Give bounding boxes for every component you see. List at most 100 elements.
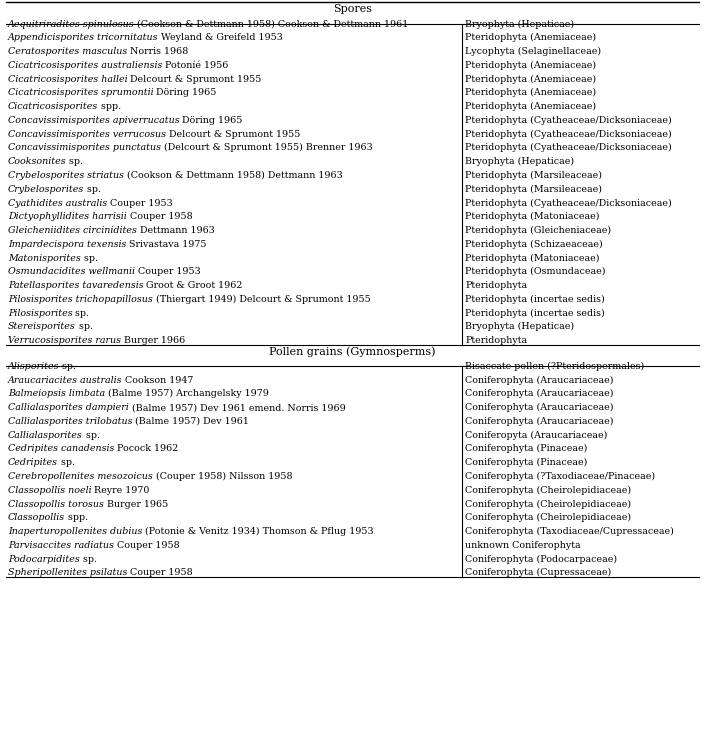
Text: spp.: spp. xyxy=(65,513,88,522)
Text: Cooksonites: Cooksonites xyxy=(8,157,66,166)
Text: sp.: sp. xyxy=(58,458,75,467)
Text: Pteridophyta (incertae sedis): Pteridophyta (incertae sedis) xyxy=(465,295,605,304)
Text: Pteridophyta (Marsileaceae): Pteridophyta (Marsileaceae) xyxy=(465,171,602,180)
Text: Pteridophyta (Gleicheniaceae): Pteridophyta (Gleicheniaceae) xyxy=(465,226,611,235)
Text: Dictyophyllidites harrisii: Dictyophyllidites harrisii xyxy=(8,212,126,221)
Text: Cicatricosisporites australiensis: Cicatricosisporites australiensis xyxy=(8,61,162,70)
Text: Ceratosporites masculus: Ceratosporites masculus xyxy=(8,47,127,56)
Text: Pteridophyta (Cyatheaceae/Dicksoniaceae): Pteridophyta (Cyatheaceae/Dicksoniaceae) xyxy=(465,144,672,153)
Text: Pteridophyta (Cyatheaceae/Dicksoniaceae): Pteridophyta (Cyatheaceae/Dicksoniaceae) xyxy=(465,116,672,125)
Text: Podocarpidites: Podocarpidites xyxy=(8,554,80,564)
Text: Pteridophyta (Anemiaceae): Pteridophyta (Anemiaceae) xyxy=(465,33,596,42)
Text: Concavissimisporites apiverrucatus: Concavissimisporites apiverrucatus xyxy=(8,116,179,125)
Text: Callialasporites trilobatus: Callialasporites trilobatus xyxy=(8,417,133,426)
Text: sp.: sp. xyxy=(66,157,83,166)
Text: Pollen grains (Gymnosperms): Pollen grains (Gymnosperms) xyxy=(269,347,436,357)
Text: Cicatricosisporites: Cicatricosisporites xyxy=(8,102,98,111)
Text: sp.: sp. xyxy=(80,254,97,263)
Text: Impardecispora texensis: Impardecispora texensis xyxy=(8,240,126,248)
Text: Pteridophyta (Anemiaceae): Pteridophyta (Anemiaceae) xyxy=(465,102,596,111)
Text: Potoníé 1956: Potoníé 1956 xyxy=(162,61,228,70)
Text: Inaperturopollenites dubius: Inaperturopollenites dubius xyxy=(8,527,142,536)
Text: Pteridophyta: Pteridophyta xyxy=(465,281,527,290)
Text: Coniferophyta (Cheirolepidiaceae): Coniferophyta (Cheirolepidiaceae) xyxy=(465,513,632,522)
Text: Norris 1968: Norris 1968 xyxy=(127,47,188,56)
Text: Coniferophyta (?Taxodiaceae/Pinaceae): Coniferophyta (?Taxodiaceae/Pinaceae) xyxy=(465,472,656,481)
Text: Pteridophyta (Osmundaceae): Pteridophyta (Osmundaceae) xyxy=(465,267,606,276)
Text: Matonisporites: Matonisporites xyxy=(8,254,80,263)
Text: Cerebropollenites mesozoicus: Cerebropollenites mesozoicus xyxy=(8,472,152,481)
Text: Döring 1965: Döring 1965 xyxy=(154,89,216,97)
Text: Pteridophyta (incertae sedis): Pteridophyta (incertae sedis) xyxy=(465,309,605,318)
Text: Callialasporites dampieri: Callialasporites dampieri xyxy=(8,403,128,412)
Text: Pteridophyta (Anemiaceae): Pteridophyta (Anemiaceae) xyxy=(465,61,596,70)
Text: Classopollis: Classopollis xyxy=(8,513,65,522)
Text: Spores: Spores xyxy=(333,4,372,14)
Text: Classopollis torosus: Classopollis torosus xyxy=(8,499,104,509)
Text: Coniferophyta (Podocarpaceae): Coniferophyta (Podocarpaceae) xyxy=(465,554,618,564)
Text: Coniferophyta (Pinaceae): Coniferophyta (Pinaceae) xyxy=(465,458,588,467)
Text: Pilosisporites: Pilosisporites xyxy=(8,309,73,318)
Text: Alisporites: Alisporites xyxy=(8,362,59,371)
Text: Coniferophyta (Araucariaceae): Coniferophyta (Araucariaceae) xyxy=(465,403,614,412)
Text: Patellasporites tavaredensis: Patellasporites tavaredensis xyxy=(8,281,143,290)
Text: Balmeiopsis limbata: Balmeiopsis limbata xyxy=(8,389,105,399)
Text: Aequitriradites spinulosus: Aequitriradites spinulosus xyxy=(8,19,135,28)
Text: Pteridophyta (Anemiaceae): Pteridophyta (Anemiaceae) xyxy=(465,89,596,97)
Text: Lycophyta (Selaginellaceae): Lycophyta (Selaginellaceae) xyxy=(465,47,601,56)
Text: Coniferophyta (Araucariaceae): Coniferophyta (Araucariaceae) xyxy=(465,376,614,385)
Text: Crybelosporites: Crybelosporites xyxy=(8,185,84,193)
Text: Cedripites canadensis: Cedripites canadensis xyxy=(8,444,114,454)
Text: Couper 1953: Couper 1953 xyxy=(107,199,173,208)
Text: Bisaccate pollen (?Pteridospermales): Bisaccate pollen (?Pteridospermales) xyxy=(465,362,644,371)
Text: Pteridophyta: Pteridophyta xyxy=(465,336,527,345)
Text: sp.: sp. xyxy=(80,554,97,564)
Text: Couper 1958: Couper 1958 xyxy=(126,212,192,221)
Text: (Delcourt & Sprumont 1955) Brenner 1963: (Delcourt & Sprumont 1955) Brenner 1963 xyxy=(161,144,372,153)
Text: (Cookson & Dettmann 1958) Dettmann 1963: (Cookson & Dettmann 1958) Dettmann 1963 xyxy=(124,171,343,180)
Text: Cookson 1947: Cookson 1947 xyxy=(122,376,194,385)
Text: Pocock 1962: Pocock 1962 xyxy=(114,444,178,454)
Text: (Balme 1957) Archangelsky 1979: (Balme 1957) Archangelsky 1979 xyxy=(105,389,269,399)
Text: Cedripites: Cedripites xyxy=(8,458,58,467)
Text: Reyre 1970: Reyre 1970 xyxy=(92,486,149,495)
Text: Pteridophyta (Cyatheaceae/Dicksoniaceae): Pteridophyta (Cyatheaceae/Dicksoniaceae) xyxy=(465,129,672,138)
Text: Pteridophyta (Matoniaceae): Pteridophyta (Matoniaceae) xyxy=(465,254,600,263)
Text: Couper 1958: Couper 1958 xyxy=(127,568,192,577)
Text: Couper 1953: Couper 1953 xyxy=(135,267,200,276)
Text: Cyathidites australis: Cyathidites australis xyxy=(8,199,107,208)
Text: sp.: sp. xyxy=(84,185,101,193)
Text: Araucariacites australis: Araucariacites australis xyxy=(8,376,122,385)
Text: Verrucosisporites rarus: Verrucosisporites rarus xyxy=(8,336,121,345)
Text: Stereisporites: Stereisporites xyxy=(8,322,75,331)
Text: (Thiergart 1949) Delcourt & Sprumont 1955: (Thiergart 1949) Delcourt & Sprumont 195… xyxy=(152,295,370,304)
Text: (Balme 1957) Dev 1961: (Balme 1957) Dev 1961 xyxy=(133,417,249,426)
Text: Coniferophyta (Araucariaceae): Coniferophyta (Araucariaceae) xyxy=(465,389,614,399)
Text: Osmundacidites wellmanii: Osmundacidites wellmanii xyxy=(8,267,135,276)
Text: Coniferophyta (Taxodiaceae/Cupressaceae): Coniferophyta (Taxodiaceae/Cupressaceae) xyxy=(465,527,674,536)
Text: Coniferophyta (Cheirolepidiaceae): Coniferophyta (Cheirolepidiaceae) xyxy=(465,499,632,509)
Text: Burger 1966: Burger 1966 xyxy=(121,336,185,345)
Text: Callialasporites: Callialasporites xyxy=(8,431,82,440)
Text: sp.: sp. xyxy=(73,309,90,318)
Text: Dettmann 1963: Dettmann 1963 xyxy=(137,226,214,235)
Text: (Couper 1958) Nilsson 1958: (Couper 1958) Nilsson 1958 xyxy=(152,472,292,481)
Text: sp.: sp. xyxy=(59,362,76,371)
Text: Concavissimisporites verrucosus: Concavissimisporites verrucosus xyxy=(8,129,166,138)
Text: Classopollis noeli: Classopollis noeli xyxy=(8,486,92,495)
Text: Crybelosporites striatus: Crybelosporites striatus xyxy=(8,171,124,180)
Text: Weyland & Greifeld 1953: Weyland & Greifeld 1953 xyxy=(158,33,283,42)
Text: Coniferophyta (Cupressaceae): Coniferophyta (Cupressaceae) xyxy=(465,568,611,577)
Text: Cicatricosisporites sprumontii: Cicatricosisporites sprumontii xyxy=(8,89,154,97)
Text: Appendicisporites tricornitatus: Appendicisporites tricornitatus xyxy=(8,33,158,42)
Text: Coniferophyta (Cheirolepidiaceae): Coniferophyta (Cheirolepidiaceae) xyxy=(465,486,632,495)
Text: Pteridophyta (Schizaeaceae): Pteridophyta (Schizaeaceae) xyxy=(465,240,603,248)
Text: (Balme 1957) Dev 1961 emend. Norris 1969: (Balme 1957) Dev 1961 emend. Norris 1969 xyxy=(128,403,345,412)
Text: Coniferophyta (Araucariaceae): Coniferophyta (Araucariaceae) xyxy=(465,417,614,426)
Text: Bryophyta (Hepaticae): Bryophyta (Hepaticae) xyxy=(465,157,575,166)
Text: (Cookson & Dettmann 1958) Cookson & Dettmann 1961: (Cookson & Dettmann 1958) Cookson & Dett… xyxy=(135,19,409,28)
Text: unknown Coniferophyta: unknown Coniferophyta xyxy=(465,541,581,550)
Text: Parvisaccites radiatus: Parvisaccites radiatus xyxy=(8,541,114,550)
Text: Döring 1965: Döring 1965 xyxy=(179,116,243,125)
Text: Burger 1965: Burger 1965 xyxy=(104,499,168,509)
